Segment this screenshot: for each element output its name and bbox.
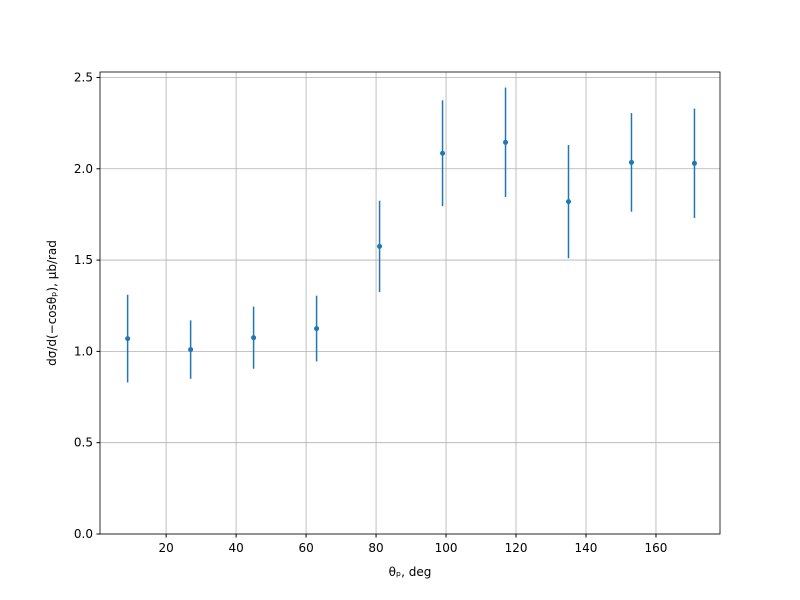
y-tick-label: 2.0 bbox=[74, 162, 93, 176]
plot-frame bbox=[99, 71, 721, 535]
data-point bbox=[125, 336, 131, 342]
y-tick-label: 1.5 bbox=[74, 253, 93, 267]
x-tick-label: 40 bbox=[228, 541, 243, 555]
y-tick-label: 0.0 bbox=[74, 527, 93, 541]
data-point bbox=[503, 139, 509, 145]
data-point bbox=[377, 243, 383, 249]
data-point bbox=[691, 160, 697, 166]
x-tick-label: 140 bbox=[575, 541, 598, 555]
x-axis-label: θₚ, deg bbox=[389, 565, 432, 579]
data-point bbox=[565, 199, 571, 205]
data-point bbox=[314, 326, 320, 332]
y-tick-label: 1.0 bbox=[74, 344, 93, 358]
x-tick-label: 60 bbox=[298, 541, 313, 555]
x-tick-label: 100 bbox=[435, 541, 458, 555]
data-point bbox=[440, 150, 446, 156]
x-tick-label: 160 bbox=[645, 541, 668, 555]
data-point bbox=[628, 159, 634, 165]
y-axis-label: dσ/d(−cosθₚ), μb/rad bbox=[45, 240, 59, 366]
data-point bbox=[251, 335, 257, 341]
y-tick-label: 2.5 bbox=[74, 70, 93, 84]
y-tick-label: 0.5 bbox=[74, 436, 93, 450]
x-tick-label: 120 bbox=[505, 541, 528, 555]
x-tick-label: 20 bbox=[158, 541, 173, 555]
x-tick-label: 80 bbox=[368, 541, 383, 555]
data-point bbox=[188, 347, 194, 353]
